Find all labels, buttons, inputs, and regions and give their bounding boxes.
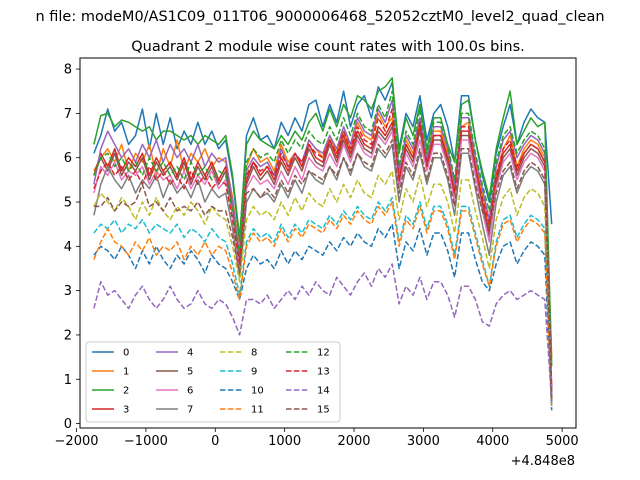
- legend-label-4: 4: [187, 348, 193, 359]
- legend-label-1: 1: [123, 367, 129, 378]
- x-tick-label: 3000: [407, 434, 440, 449]
- legend-label-14: 14: [317, 386, 330, 397]
- x-offset-label: +4.848e8: [511, 454, 575, 469]
- x-tick-label: 2000: [337, 434, 370, 449]
- y-tick-label: 5: [64, 196, 72, 211]
- x-tick-label: −1000: [124, 434, 168, 449]
- plot-frame: [79, 57, 577, 429]
- legend-label-6: 6: [187, 386, 193, 397]
- y-tick-label: 8: [64, 63, 72, 78]
- legend-label-15: 15: [317, 405, 330, 416]
- y-tick-label: 6: [64, 151, 72, 166]
- legend-label-0: 0: [123, 348, 129, 359]
- y-tick-label: 7: [64, 107, 72, 122]
- x-tick-label: 5000: [546, 434, 579, 449]
- legend-label-7: 7: [187, 405, 193, 416]
- legend-label-10: 10: [251, 386, 264, 397]
- series-line-7: [93, 143, 553, 406]
- series-line-5: [93, 125, 553, 398]
- series-line-10: [93, 223, 553, 411]
- series-line-14: [93, 263, 553, 402]
- x-tick-label: 1000: [268, 434, 301, 449]
- series-line-1: [93, 112, 553, 358]
- y-tick-label: 2: [64, 328, 72, 343]
- legend-label-3: 3: [123, 405, 129, 416]
- y-axis: 0 1 2 3 4 5 6 7 8: [64, 63, 80, 432]
- y-tick-label: 3: [64, 284, 72, 299]
- series-line-9: [93, 196, 553, 406]
- series-line-11: [93, 201, 553, 406]
- legend-box: [85, 341, 341, 423]
- series-line-13: [93, 108, 553, 402]
- figure-suptitle: n file: modeM0/AS1C09_011T06_9000006468_…: [35, 9, 604, 25]
- y-tick-label: 0: [64, 417, 72, 432]
- series-line-8: [93, 170, 553, 402]
- legend-label-11: 11: [251, 405, 264, 416]
- series-line-12: [93, 90, 553, 402]
- legend-label-13: 13: [317, 367, 330, 378]
- legend-label-8: 8: [251, 348, 257, 359]
- legend-label-5: 5: [187, 367, 193, 378]
- series-line-2: [93, 77, 553, 367]
- legend-label-9: 9: [251, 367, 257, 378]
- x-tick-label: −2000: [55, 434, 99, 449]
- series-line-4: [93, 99, 553, 393]
- series-line-15: [93, 139, 553, 398]
- x-axis: −2000 −1000 0 1000 2000 3000 4000 5000: [55, 428, 579, 449]
- legend-label-2: 2: [123, 386, 129, 397]
- y-tick-label: 4: [64, 240, 72, 255]
- series-layer: [93, 77, 553, 411]
- y-tick-label: 1: [64, 373, 72, 388]
- legend-label-12: 12: [317, 348, 330, 359]
- x-tick-label: 0: [211, 434, 219, 449]
- chart-title: Quadrant 2 module wise count rates with …: [131, 39, 525, 55]
- x-tick-label: 4000: [476, 434, 509, 449]
